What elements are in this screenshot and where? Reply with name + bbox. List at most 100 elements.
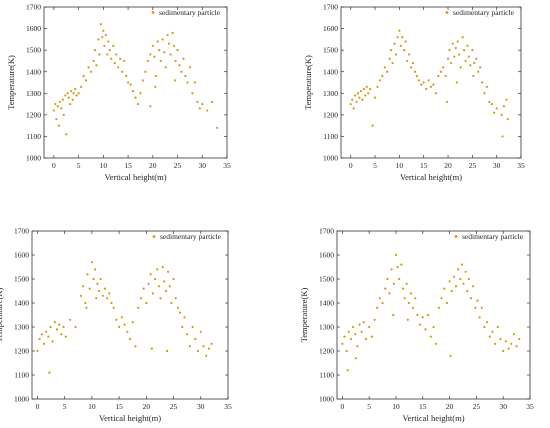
- data-point: [164, 66, 167, 69]
- data-point: [164, 289, 168, 293]
- data-point: [383, 66, 386, 69]
- data-point: [472, 74, 475, 78]
- x-tick-label: 25: [170, 402, 178, 411]
- data-point: [110, 301, 113, 305]
- y-tick-label: 1100: [26, 132, 41, 141]
- x-tick-label: 20: [149, 161, 157, 170]
- x-tick-label: 25: [473, 402, 481, 411]
- data-point: [409, 66, 413, 69]
- data-point: [108, 49, 111, 52]
- data-point: [95, 297, 98, 300]
- data-point: [101, 36, 104, 39]
- data-point: [393, 42, 396, 45]
- data-point: [505, 98, 508, 101]
- data-point: [149, 273, 152, 276]
- y-tick-label: 1000: [319, 395, 334, 404]
- data-point: [466, 44, 469, 47]
- data-point: [466, 289, 469, 293]
- data-point: [486, 321, 489, 324]
- data-point: [495, 107, 498, 110]
- x-tick-label: 5: [77, 161, 81, 170]
- data-point: [491, 330, 494, 333]
- data-point: [512, 333, 516, 336]
- data-point: [112, 306, 115, 309]
- data-point: [364, 337, 368, 341]
- data-point: [502, 349, 505, 353]
- data-point: [356, 92, 360, 95]
- data-point: [53, 321, 56, 324]
- legend-label: sedimentary particle: [159, 8, 221, 17]
- x-tick-label: 35: [224, 402, 232, 411]
- data-point: [411, 61, 415, 65]
- data-point: [97, 289, 101, 293]
- data-point: [381, 301, 384, 305]
- data-point: [506, 118, 509, 121]
- data-point: [386, 70, 389, 73]
- data-point: [103, 287, 107, 290]
- x-axis-title: Vertical height(m): [400, 172, 462, 182]
- x-tick-label: 5: [373, 161, 377, 170]
- data-point: [398, 277, 401, 281]
- data-point: [471, 49, 474, 52]
- data-point: [427, 313, 430, 317]
- data-point: [104, 33, 107, 37]
- data-point: [165, 349, 169, 353]
- y-tick-label: 1700: [14, 227, 29, 236]
- y-tick-label: 1300: [319, 323, 334, 332]
- x-tick-label: 15: [420, 161, 428, 170]
- data-point: [169, 53, 172, 56]
- data-point: [38, 337, 41, 341]
- data-point: [48, 371, 51, 374]
- data-point: [176, 49, 179, 52]
- data-point: [412, 306, 415, 309]
- x-tick-label: 15: [115, 402, 123, 411]
- data-point: [150, 347, 153, 350]
- y-tick-label: 1700: [319, 227, 334, 236]
- series-1-points: [36, 261, 213, 374]
- y-axis-title: Temperature(K): [299, 288, 309, 343]
- data-point: [196, 349, 200, 353]
- data-point: [120, 316, 123, 319]
- data-point: [153, 55, 156, 58]
- data-point: [454, 285, 458, 288]
- x-tick-label: 35: [223, 161, 231, 170]
- data-point: [455, 81, 458, 84]
- x-tick-label: 10: [396, 161, 404, 170]
- y-tick-label: 1500: [319, 275, 334, 284]
- data-point: [437, 74, 440, 78]
- data-point: [352, 107, 355, 110]
- x-tick-label: 20: [143, 402, 151, 411]
- data-point: [483, 325, 486, 329]
- legend-marker: [445, 11, 449, 14]
- data-point: [422, 81, 425, 84]
- y-tick-label: 1500: [26, 46, 41, 55]
- data-point: [475, 57, 478, 60]
- data-point: [56, 105, 59, 108]
- data-point: [356, 345, 359, 348]
- data-point: [47, 335, 50, 338]
- data-point: [462, 282, 465, 285]
- data-point: [347, 330, 350, 333]
- data-point: [360, 330, 363, 333]
- data-point: [354, 333, 357, 336]
- data-point: [429, 85, 433, 88]
- data-point: [103, 44, 106, 47]
- data-point: [90, 261, 93, 264]
- data-point: [456, 40, 459, 43]
- data-point: [480, 306, 483, 309]
- data-point: [408, 53, 411, 56]
- data-point: [54, 102, 57, 106]
- data-point: [159, 297, 162, 300]
- data-point: [87, 66, 90, 69]
- data-point: [216, 126, 219, 129]
- data-point: [483, 92, 486, 95]
- data-point: [99, 277, 102, 281]
- data-point: [168, 285, 171, 288]
- data-point: [194, 337, 197, 341]
- data-point: [139, 92, 142, 95]
- data-point: [406, 318, 409, 321]
- data-point: [55, 328, 59, 331]
- data-point: [367, 92, 370, 95]
- data-point: [391, 61, 394, 65]
- data-point: [84, 301, 87, 305]
